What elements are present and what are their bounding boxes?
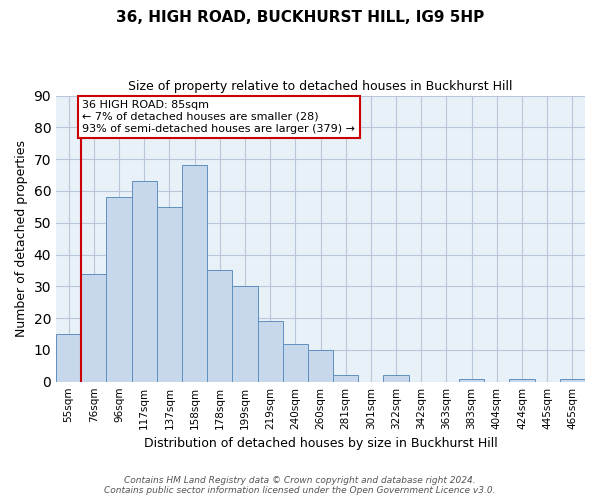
Bar (257, 322, 283, 382)
Y-axis label: Number of detached properties: Number of detached properties (15, 140, 28, 337)
Bar (308, 350, 333, 382)
Bar (383, 376, 409, 382)
Bar (232, 286, 257, 382)
Bar (560, 378, 585, 382)
Bar (106, 198, 131, 382)
Bar (207, 270, 232, 382)
Title: Size of property relative to detached houses in Buckhurst Hill: Size of property relative to detached ho… (128, 80, 513, 93)
Text: 36 HIGH ROAD: 85sqm
← 7% of detached houses are smaller (28)
93% of semi-detache: 36 HIGH ROAD: 85sqm ← 7% of detached hou… (82, 100, 355, 134)
Text: 36, HIGH ROAD, BUCKHURST HILL, IG9 5HP: 36, HIGH ROAD, BUCKHURST HILL, IG9 5HP (116, 10, 484, 25)
Bar (131, 182, 157, 382)
Bar (509, 378, 535, 382)
Bar (182, 166, 207, 382)
Bar (459, 378, 484, 382)
Bar (333, 376, 358, 382)
Bar (157, 207, 182, 382)
Bar (81, 274, 106, 382)
X-axis label: Distribution of detached houses by size in Buckhurst Hill: Distribution of detached houses by size … (143, 437, 497, 450)
Bar (56, 334, 81, 382)
Bar (283, 344, 308, 382)
Text: Contains HM Land Registry data © Crown copyright and database right 2024.
Contai: Contains HM Land Registry data © Crown c… (104, 476, 496, 495)
